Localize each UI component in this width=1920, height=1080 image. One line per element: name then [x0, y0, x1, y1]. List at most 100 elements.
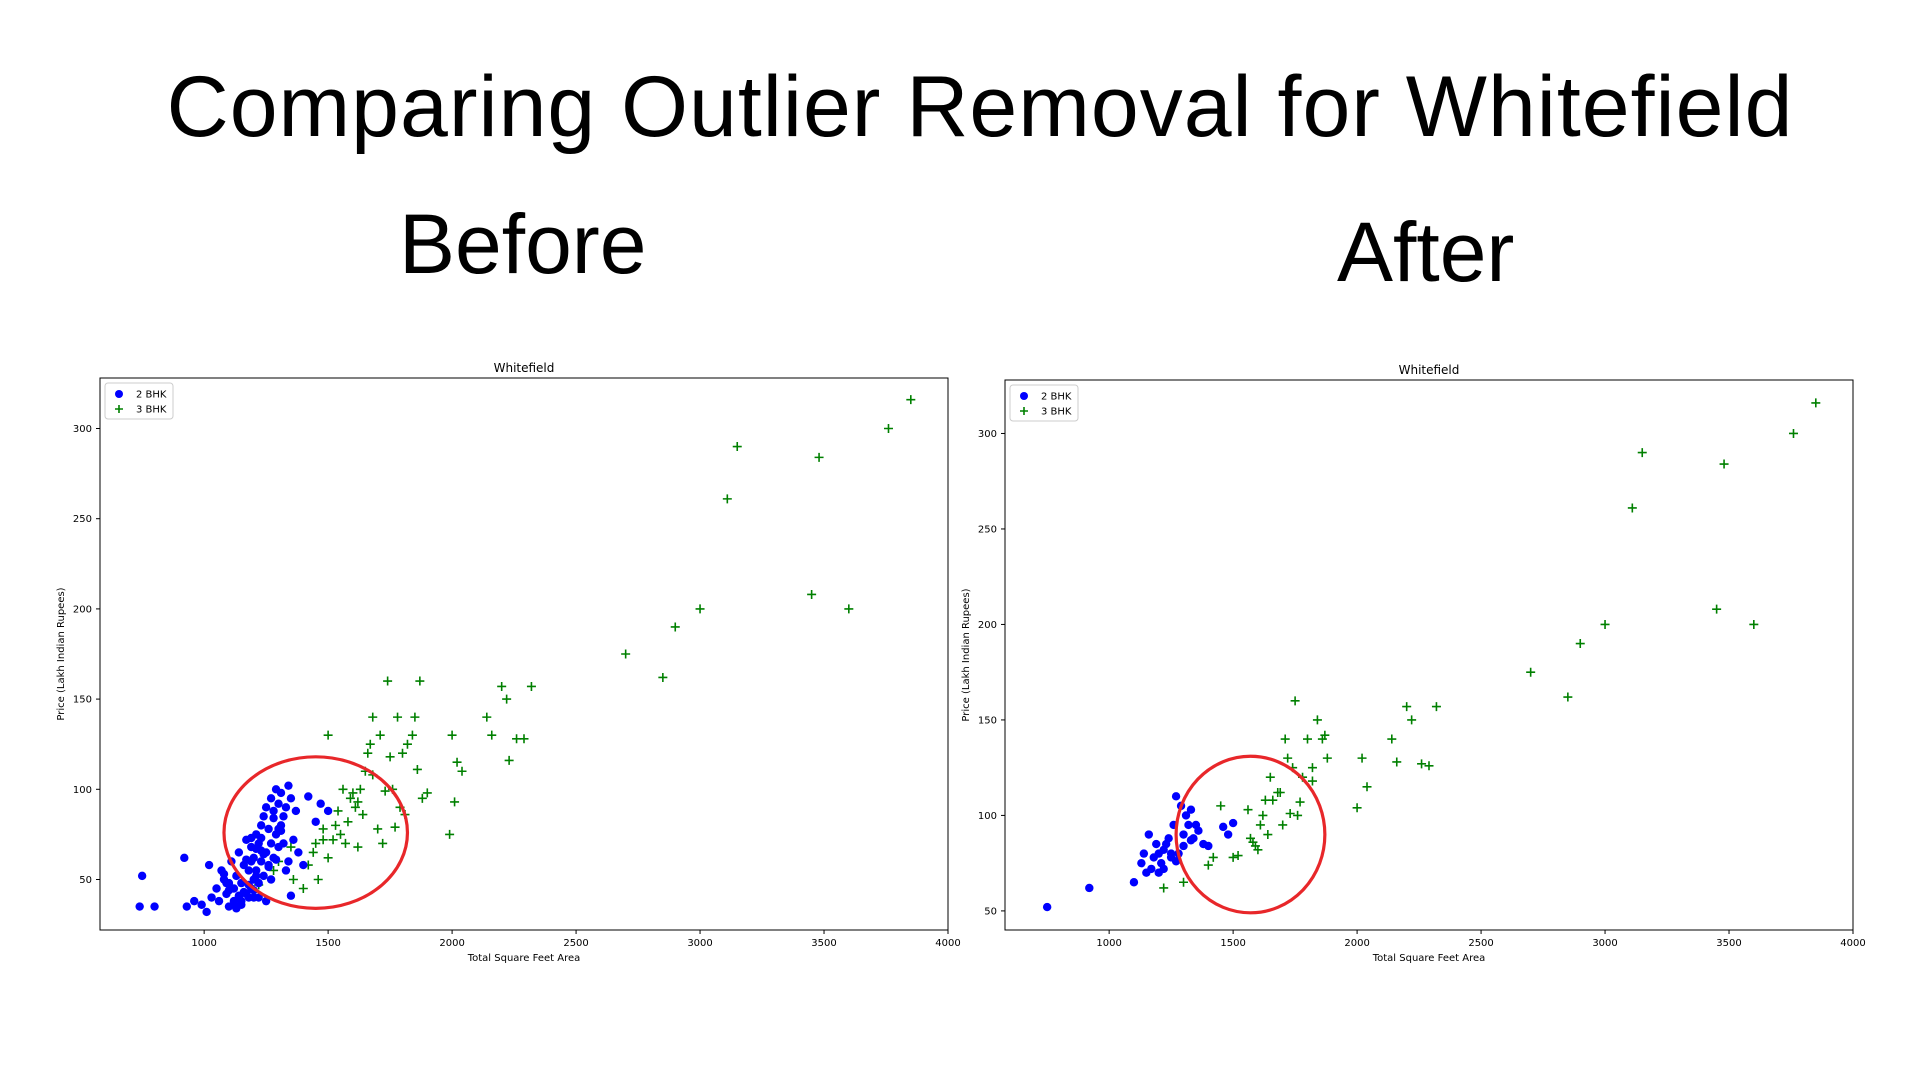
bhk3-point — [1253, 845, 1263, 855]
bhk2-point — [256, 833, 266, 843]
y-tick-label: 100 — [73, 785, 92, 796]
y-tick-label: 150 — [73, 695, 92, 706]
bhk2-point — [289, 835, 298, 845]
bhk2-point — [1139, 849, 1149, 858]
bhk2-point — [229, 900, 239, 909]
bhk3-point — [1258, 810, 1268, 820]
y-tick-label: 250 — [73, 514, 92, 525]
y-axis-label: Price (Lakh Indian Rupees) — [56, 587, 67, 720]
bhk3-point — [1575, 639, 1585, 649]
main-title: Comparing Outlier Removal for Whitefield — [166, 59, 1794, 155]
bhk2-point — [234, 848, 244, 857]
bhk2-point — [264, 824, 273, 834]
legend-marker-2bhk — [115, 390, 123, 398]
bhk2-point — [259, 871, 268, 881]
y-tick-label: 300 — [73, 424, 92, 435]
bhk3-point — [1208, 852, 1218, 862]
after-label: After — [1337, 205, 1515, 299]
bhk3-point — [1290, 696, 1300, 706]
bhk3-point — [1320, 730, 1330, 740]
bhk3-point — [1159, 883, 1169, 893]
bhk2-point — [276, 826, 286, 835]
bhk3-point — [670, 622, 680, 632]
bhk3-point — [350, 802, 360, 812]
bhk2-point — [1137, 858, 1146, 868]
bhk2-point — [269, 806, 278, 816]
bhk2-point — [284, 857, 293, 866]
bhk2-point — [311, 817, 320, 826]
bhk2-point — [207, 893, 216, 902]
bhk2-point — [304, 792, 313, 801]
bhk2-point — [281, 866, 291, 875]
bhk3-point — [1303, 734, 1312, 744]
bhk3-point — [375, 730, 385, 740]
bhk3-point — [313, 874, 323, 884]
bhk3-point — [358, 810, 368, 820]
bhk3-point — [487, 730, 497, 740]
bhk3-point — [308, 847, 318, 857]
bhk3-point — [323, 853, 333, 863]
bhk3-point — [407, 730, 417, 740]
bhk2-point — [197, 900, 206, 909]
bhk2-point — [279, 839, 288, 848]
bhk3-point — [1563, 692, 1573, 702]
bhk3-point — [807, 589, 817, 599]
bhk3-point — [348, 788, 358, 798]
x-axis-label: Total Square Feet Area — [1372, 953, 1486, 964]
bhk3-point — [1402, 702, 1412, 712]
bhk3-point — [415, 676, 425, 686]
bhk2-point — [286, 891, 296, 900]
bhk3-point — [814, 452, 824, 462]
bhk2-point — [247, 833, 256, 843]
bhk3-point — [345, 793, 355, 803]
bhk2-point — [269, 813, 278, 823]
bhk2-point — [266, 794, 276, 803]
bhk3-point — [385, 752, 395, 762]
bhk3-point — [526, 681, 536, 691]
bhk3-point — [298, 884, 308, 894]
bhk2-point — [252, 871, 261, 881]
x-tick-label: 2500 — [1468, 938, 1493, 949]
bhk2-point — [264, 862, 273, 872]
bhk2-point — [137, 871, 147, 881]
bhk3-point — [695, 604, 705, 614]
bhk3-point — [336, 829, 346, 839]
legend-label-2bhk: 2 BHK — [1041, 392, 1072, 403]
bhk2-point — [1204, 841, 1213, 851]
x-tick-label: 1000 — [191, 938, 216, 949]
bhk3-point — [1627, 503, 1637, 513]
bhk2-point — [180, 853, 189, 863]
bhk3-point — [1248, 837, 1258, 847]
bhk3-point — [1357, 753, 1367, 763]
bhk3-point — [1600, 619, 1610, 629]
bhk2-point — [150, 902, 159, 911]
bhk3-point — [323, 730, 333, 740]
bhk2-point — [281, 803, 291, 812]
bhk3-point — [1788, 428, 1798, 438]
bhk2-point — [1179, 841, 1188, 851]
plot-title: Whitefield — [494, 361, 555, 375]
bhk3-point — [883, 424, 893, 434]
bhk3-point — [1749, 619, 1759, 629]
bhk2-point — [242, 855, 251, 864]
bhk2-point — [219, 869, 229, 879]
bhk2-point — [135, 902, 144, 911]
bhk3-point — [378, 838, 388, 848]
bhk3-point — [393, 712, 403, 722]
x-tick-label: 3000 — [687, 938, 712, 949]
bhk2-point — [276, 788, 286, 798]
bhk2-point — [256, 857, 266, 866]
bhk3-point — [333, 806, 343, 816]
bhk3-point — [1352, 803, 1362, 813]
bhk3-point — [844, 604, 854, 614]
x-axis-label: Total Square Feet Area — [467, 953, 581, 964]
bhk2-point — [316, 799, 325, 808]
bhk3-point — [482, 712, 492, 722]
bhk3-point — [338, 784, 348, 794]
bhk3-point — [1255, 820, 1265, 830]
plot-frame — [99, 377, 949, 931]
bhk2-point — [1186, 836, 1196, 845]
bhk3-point — [343, 817, 353, 827]
bhk3-point — [1265, 772, 1275, 782]
